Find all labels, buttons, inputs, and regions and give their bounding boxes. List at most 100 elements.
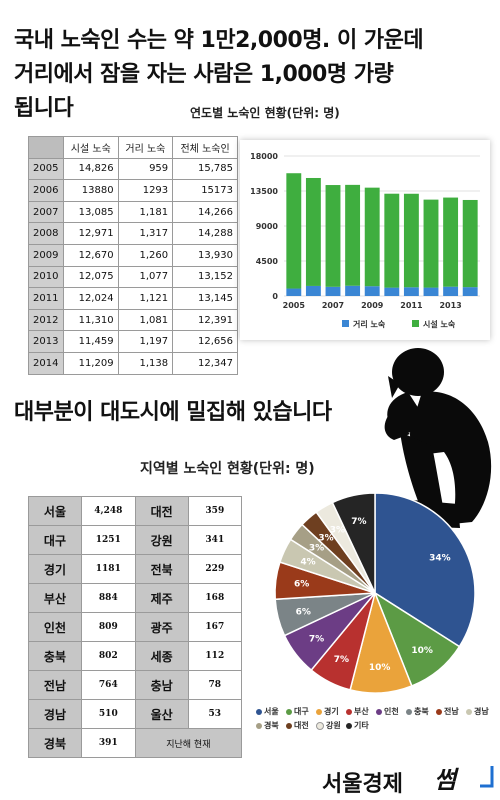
legend-label: 전남 (444, 707, 459, 716)
table-row: 충북 802 세종 112 (28, 641, 243, 671)
legend-swatch (342, 320, 349, 327)
year-cell: 2008 (28, 222, 64, 245)
region-value-cell: 809 (80, 612, 136, 642)
street-cell: 1,077 (117, 265, 174, 289)
street-cell: 1,081 (117, 308, 174, 332)
total-cell: 13,152 (172, 265, 238, 289)
legend-dot (346, 722, 352, 729)
bar-segment (325, 185, 341, 287)
y-tick-label: 4500 (256, 257, 279, 266)
legend-dot (256, 708, 262, 715)
table-row: 2008 12,971 1,317 14,288 (28, 222, 238, 245)
table-row: 경기 1181 전북 229 (28, 554, 243, 584)
region-value-cell: 884 (80, 583, 136, 613)
yearly-table-title: 연도별 노숙인 현황(단위: 명) (190, 106, 340, 120)
bar-segment (384, 193, 400, 288)
year-cell: 2010 (28, 265, 64, 289)
region-name-cell: 대구 (28, 525, 82, 555)
region-value-cell: 341 (187, 525, 243, 555)
legend-dot (286, 722, 292, 729)
column-header: 거리 노숙 (117, 136, 174, 159)
legend-dot (256, 722, 262, 729)
region-name-cell: 울산 (134, 699, 189, 729)
bar-segment (403, 287, 419, 296)
table-row: 경북 391 지난해 현재 (28, 728, 243, 758)
x-tick-label: 2011 (400, 301, 423, 310)
total-cell: 13,930 (172, 243, 238, 267)
region-name-cell: 전남 (28, 670, 82, 700)
y-tick-label: 9000 (256, 222, 279, 231)
region-value-cell: 802 (80, 641, 136, 671)
table-row: 2012 11,310 1,081 12,391 (28, 308, 238, 332)
legend-item: 충북 (406, 706, 436, 717)
logo-mark-text: 썸 (434, 766, 459, 794)
bar-segment (345, 285, 361, 296)
bar-segment (364, 286, 380, 296)
region-name-cell: 충남 (134, 670, 189, 700)
facility-cell: 13880 (63, 179, 119, 202)
region-note-cell: 지난해 현재 (134, 728, 243, 758)
legend-label: 경남 (474, 707, 489, 716)
legend-item: 서울 (256, 706, 286, 717)
legend-dot (316, 708, 322, 715)
logo-mark: 썸 (434, 766, 494, 794)
legend-item: 전남 (436, 706, 466, 717)
headline-line-3: 됩니다 (14, 96, 74, 121)
legend-label: 부산 (354, 707, 369, 716)
legend-dot (316, 721, 324, 730)
total-cell: 14,288 (172, 222, 238, 245)
street-cell: 959 (117, 157, 174, 181)
legend-item: 대구 (286, 706, 316, 717)
bar-segment (364, 187, 380, 287)
headline-line-2: 거리에서 잠을 자는 사람은 1,000명 가량 (14, 62, 394, 87)
year-cell: 2012 (28, 308, 64, 332)
year-cell: 2006 (28, 179, 64, 202)
bar-segment (423, 287, 439, 296)
region-value-cell: 359 (187, 496, 243, 526)
region-name-cell: 대전 (134, 496, 189, 526)
pie-slice-label: 10% (369, 663, 391, 673)
legend-item: 강원 (316, 720, 346, 731)
region-value-cell: 78 (187, 670, 243, 700)
legend-item: 인천 (376, 706, 406, 717)
region-value-cell: 1181 (80, 554, 136, 584)
pie-slice-label: 3% (330, 525, 345, 535)
table-row: 2013 11,459 1,197 12,656 (28, 330, 238, 353)
legend-label: 인천 (384, 707, 399, 716)
legend-dot (376, 708, 382, 715)
bar-segment (305, 285, 321, 296)
bar-segment (443, 286, 459, 296)
region-value-cell: 510 (80, 699, 136, 729)
bar-chart-svg: 0 4500 9000 13500 18000 2005 2007 2009 2011 2013 거… (250, 152, 480, 329)
region-value-cell: 764 (80, 670, 136, 700)
total-cell: 15,785 (172, 157, 238, 181)
bar-segment (286, 288, 302, 296)
legend-label: 경북 (264, 721, 279, 730)
legend-label: 대구 (294, 707, 309, 716)
year-cell: 2011 (28, 287, 64, 310)
table-corner-cell (28, 136, 64, 159)
legend-dot (406, 708, 412, 715)
bar-segment (423, 199, 439, 288)
bar-segment (443, 197, 459, 287)
bar-segment (384, 287, 400, 296)
pie-slice-label: 7% (309, 634, 324, 644)
region-name-cell: 서울 (28, 496, 82, 526)
table-row: 2011 12,024 1,121 13,145 (28, 287, 238, 310)
facility-cell: 13,085 (63, 200, 119, 224)
table-row: 서울 4,248 대전 359 (28, 496, 243, 526)
year-cell: 2007 (28, 200, 64, 224)
table-row: 부산 884 제주 168 (28, 583, 243, 613)
facility-cell: 11,209 (63, 351, 119, 375)
facility-cell: 12,971 (63, 222, 119, 245)
street-cell: 1,121 (117, 287, 174, 310)
table-row: 2010 12,075 1,077 13,152 (28, 265, 238, 289)
total-cell: 13,145 (172, 287, 238, 310)
facility-cell: 12,670 (63, 243, 119, 267)
legend-label: 강원 (326, 721, 341, 730)
table-row: 2006 13880 1293 15173 (28, 179, 238, 202)
x-tick-label: 2013 (439, 301, 461, 310)
pie-slice-label: 7% (334, 655, 349, 665)
street-cell: 1293 (117, 179, 174, 202)
bar-segment (286, 173, 302, 289)
